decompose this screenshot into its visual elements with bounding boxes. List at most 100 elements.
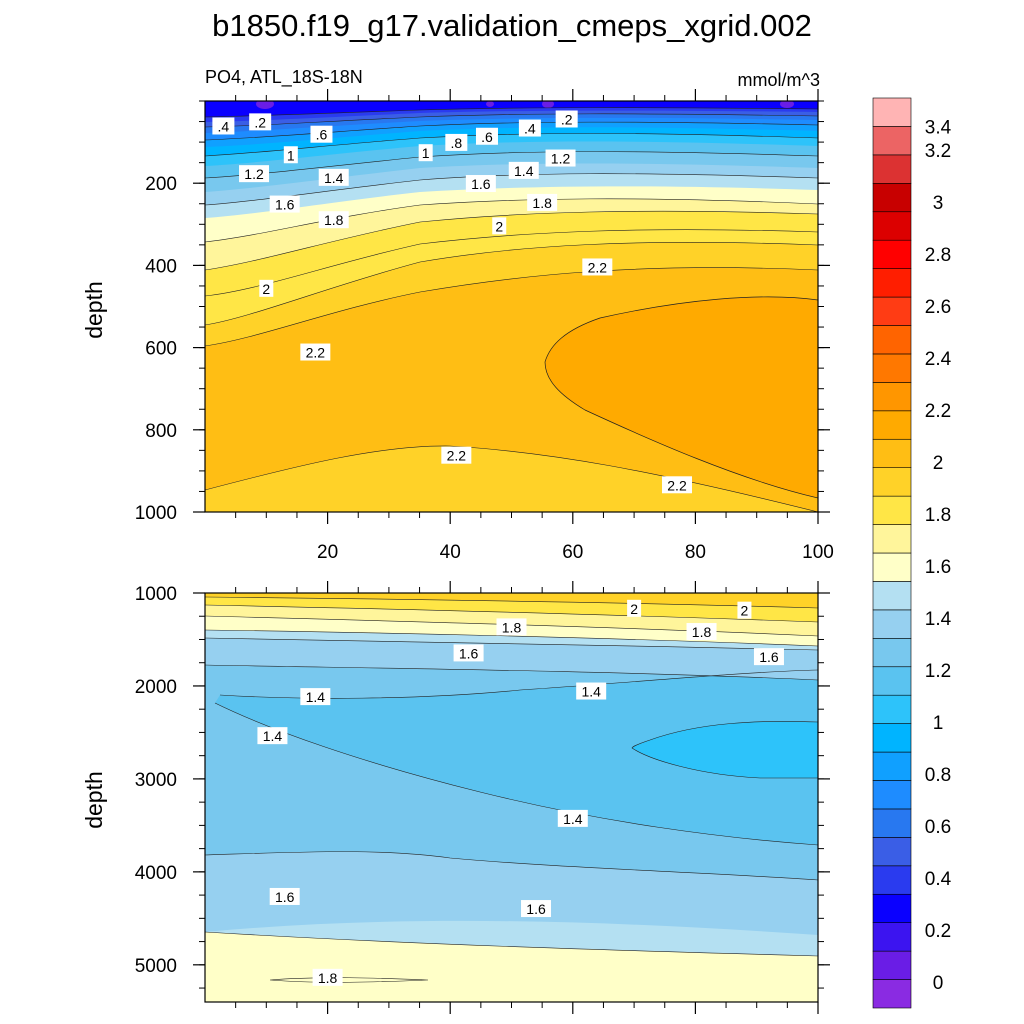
- lower-x-axis: [235, 581, 819, 1014]
- colorbar-box: [872, 410, 912, 440]
- contour-label: 1.6: [459, 645, 479, 661]
- colorbar-box: [872, 438, 912, 468]
- contour-label-box: [545, 149, 576, 167]
- contour-label-box: [465, 175, 496, 193]
- contour-label: 1.6: [471, 176, 491, 192]
- contour-label-box: [453, 644, 484, 662]
- contour-label: 1.2: [244, 166, 264, 182]
- colorbar-box: [872, 268, 912, 298]
- colorbar-label: 1.8: [925, 505, 951, 526]
- contour-label: 1.8: [532, 195, 552, 211]
- contour-label-box: [492, 217, 507, 235]
- contour-label: 1.6: [275, 197, 295, 213]
- contour-label-box: [508, 161, 539, 179]
- contour-label-box: [300, 688, 331, 706]
- lower-contour-fill: [205, 593, 818, 1002]
- colorbar-box: [872, 865, 912, 895]
- colorbar-box: [872, 694, 912, 724]
- colorbar-label: 2.6: [925, 297, 951, 318]
- colorbar-box: [872, 609, 912, 639]
- contour-label-box: [269, 195, 300, 213]
- contour-label-box: [555, 110, 578, 128]
- contour-label-box: [557, 809, 588, 827]
- upper-y-axis: 200 400 600 800 1000: [135, 100, 830, 524]
- contour-label-box: [737, 601, 752, 619]
- colorbar-box: [872, 979, 912, 1009]
- colorbar-box: [872, 893, 912, 923]
- colorbar-label: 2.8: [925, 245, 951, 266]
- colorbar-box: [872, 780, 912, 810]
- contour-label: 2.2: [306, 345, 326, 361]
- x-tick-label: 20: [317, 542, 338, 563]
- chart-title: b1850.f19_g17.validation_cmeps_xgrid.002: [212, 8, 812, 43]
- contour-label-box: [318, 211, 349, 229]
- contour-label-box: [257, 727, 288, 745]
- contour-label: .2: [254, 114, 266, 130]
- lower-y-axis: 1000 2000 3000 4000 5000: [135, 584, 830, 989]
- contour-label-box: [318, 168, 349, 186]
- contour-label-box: [686, 623, 717, 641]
- upper-y-axis-label: depth: [81, 281, 107, 339]
- contour-label: .8: [450, 135, 462, 151]
- contour-label-box: [753, 648, 784, 666]
- contour-label-box: [300, 343, 331, 361]
- y-tick-label: 1000: [135, 584, 177, 605]
- colorbar-box: [872, 353, 912, 383]
- colorbar-label: 1.6: [925, 557, 951, 578]
- colorbar-label: 3: [933, 193, 944, 214]
- contour-label-box: [582, 258, 613, 276]
- contour-label-box: [441, 446, 472, 464]
- y-tick-label: 5000: [135, 956, 177, 977]
- colorbar-box: [872, 638, 912, 668]
- y-tick-label: 600: [145, 339, 177, 360]
- contour-label: 1: [287, 147, 295, 163]
- colorbar-box: [872, 382, 912, 412]
- colorbar-label: 1: [933, 713, 944, 734]
- contour-label: 1.4: [306, 689, 326, 705]
- colorbar-box: [872, 723, 912, 753]
- subtitle-left: PO4, ATL_18S-18N: [205, 67, 363, 88]
- contour-label: 1.8: [502, 619, 522, 635]
- y-tick-label: 4000: [135, 863, 177, 884]
- contour-label-box: [269, 887, 300, 905]
- contour-label-box: [212, 117, 235, 135]
- colorbar-label: 0.2: [925, 921, 951, 942]
- x-tick-label: 40: [440, 542, 461, 563]
- contour-label: 2.2: [667, 477, 687, 493]
- subtitle-units: mmol/m^3: [738, 70, 820, 90]
- colorbar-box: [872, 495, 912, 525]
- colorbar-label: 1.2: [925, 661, 951, 682]
- colorbar-label: 0.6: [925, 817, 951, 838]
- upper-x-axis: 20 40 60 80 100: [235, 89, 834, 563]
- colorbar-box: [872, 154, 912, 184]
- contour-label: 1: [422, 145, 430, 161]
- colorbar-box: [872, 581, 912, 611]
- contour-label-box: [627, 599, 642, 617]
- y-tick-label: 400: [145, 256, 177, 277]
- contour-label-box: [496, 618, 527, 636]
- contour-label-box: [527, 193, 558, 211]
- colorbar-box: [872, 126, 912, 156]
- contour-label-box: [576, 682, 607, 700]
- contour-label: 1.4: [563, 811, 583, 827]
- contour-label: 1.4: [581, 684, 601, 700]
- colorbar-box: [872, 524, 912, 554]
- contour-label-box: [418, 144, 433, 162]
- contour-label: 2: [495, 218, 503, 234]
- colorbar-label: 3.2: [925, 141, 951, 162]
- y-tick-label: 2000: [135, 677, 177, 698]
- contour-label-box: [475, 127, 498, 145]
- contour-label: 1.4: [514, 163, 534, 179]
- contour-label-box: [662, 476, 693, 494]
- contour-label: 2.2: [588, 259, 608, 275]
- colorbar-label: 1.4: [925, 609, 952, 630]
- contour-label: 2.2: [447, 448, 467, 464]
- contour-label: .6: [316, 127, 328, 143]
- lower-y-axis-label: depth: [81, 771, 107, 829]
- y-tick-label: 200: [145, 174, 177, 195]
- x-tick-label: 80: [685, 542, 706, 563]
- x-tick-label: 60: [562, 542, 583, 563]
- contour-label-box: [239, 165, 270, 183]
- colorbar-box: [872, 325, 912, 355]
